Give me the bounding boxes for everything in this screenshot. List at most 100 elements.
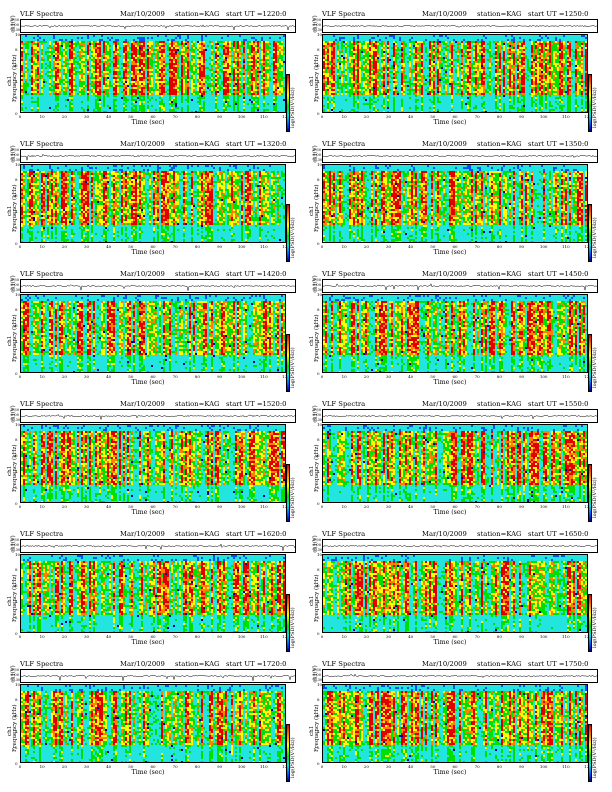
spectrogram-cell <box>65 71 67 73</box>
spectrogram-cell <box>371 59 373 61</box>
spectrogram-cell <box>93 111 95 112</box>
spectrogram-cell <box>181 75 183 77</box>
spectrogram-cell <box>265 43 267 45</box>
spectrogram-cell <box>173 63 175 65</box>
spectrogram-cell <box>69 55 71 57</box>
spectrogram-cell <box>449 53 451 55</box>
spectrogram-cell <box>37 65 39 67</box>
spectrogram-cell <box>365 67 367 69</box>
spectrogram-cell <box>381 49 383 51</box>
spectrogram-cell <box>191 77 193 79</box>
spectrogram-cell <box>59 75 61 77</box>
spectrogram-cell <box>553 57 555 59</box>
spectrogram-svg <box>323 35 587 112</box>
spectrogram-cell <box>37 39 39 41</box>
spectrogram-cell <box>385 67 387 69</box>
spectrogram-cell <box>163 45 165 47</box>
spectrogram-cell <box>79 77 81 79</box>
spectrogram-cell <box>233 69 235 71</box>
spectrogram-cell <box>261 43 263 45</box>
spectrogram-cell <box>175 81 177 83</box>
spectrogram-cell <box>127 93 129 95</box>
spectrogram-cell <box>275 67 277 69</box>
spectrogram-cell <box>261 73 263 75</box>
spectrogram-cell <box>215 55 217 57</box>
spectrogram-cell <box>181 95 183 97</box>
spectrogram-cell <box>265 79 267 81</box>
spectrogram-cell <box>351 41 353 43</box>
spectrogram-cell <box>281 43 283 45</box>
spectrogram-cell <box>577 51 579 53</box>
spectrogram-cell <box>229 65 231 67</box>
spectrogram-cell <box>579 57 581 59</box>
spectrogram-cell <box>545 41 547 43</box>
spectrogram-cell <box>575 63 577 65</box>
spectrogram-cell <box>93 51 95 53</box>
spectrogram-cell <box>469 55 471 57</box>
spectrogram-cell <box>193 61 195 63</box>
spectrogram-cell <box>479 69 481 71</box>
spectrogram-cell <box>339 63 341 65</box>
spectrogram-cell <box>63 43 65 45</box>
spectrogram-cell <box>541 47 543 49</box>
spectrogram-cell <box>125 89 127 91</box>
spectrogram-cell <box>191 53 193 55</box>
spectrogram-cell <box>143 77 145 79</box>
spectrogram-cell <box>133 65 135 67</box>
spectrogram-cell <box>223 41 225 43</box>
spectrogram-cell <box>187 83 189 85</box>
spectrogram-cell <box>557 65 559 67</box>
spectrogram-cell <box>149 49 151 51</box>
spectrogram-cell <box>237 59 239 61</box>
spectrogram-cell <box>567 65 569 67</box>
spectrogram-cell <box>107 71 109 73</box>
spectrogram-cell <box>469 47 471 49</box>
spectrogram-cell <box>97 63 99 65</box>
spectrogram-cell <box>563 63 565 65</box>
spectrogram-cell <box>163 83 165 85</box>
spectrogram-cell <box>257 87 259 89</box>
spectrogram-cell <box>193 59 195 61</box>
spectrogram-cell <box>325 51 327 53</box>
spectrogram-cell <box>439 59 441 61</box>
spectrogram-cell <box>533 55 535 57</box>
spectrogram-cell <box>231 43 233 45</box>
spectrogram-cell <box>557 61 559 63</box>
spectrogram-cell <box>371 67 373 69</box>
spectrogram-cell <box>203 65 205 67</box>
spectrogram-cell <box>467 51 469 53</box>
spectrogram-cell <box>37 57 39 59</box>
spectrogram-cell <box>131 47 133 49</box>
spectrogram-cell <box>183 61 185 63</box>
spectrogram-cell <box>55 47 57 49</box>
spectrogram-cell <box>545 71 547 73</box>
spectrogram-cell <box>399 37 401 39</box>
spectrogram-cell <box>95 85 97 87</box>
spectrogram-cell <box>263 73 265 75</box>
spectrogram-cell <box>143 97 145 99</box>
spectrogram-cell <box>251 73 253 75</box>
spectrogram-cell <box>117 93 119 95</box>
spectrogram-cell <box>415 69 417 71</box>
spectrogram-cell <box>169 55 171 57</box>
spectrogram-cell <box>517 43 519 45</box>
spectrogram-cell <box>267 59 269 61</box>
spectrogram-cell <box>217 69 219 71</box>
spectrogram-cell <box>543 53 545 55</box>
spectrogram-cell <box>21 97 23 99</box>
spectrogram-cell <box>371 57 373 59</box>
spectrogram-cell <box>131 75 133 77</box>
spectrogram-cell <box>55 73 57 75</box>
spectrogram-cell <box>345 63 347 65</box>
spectrogram-cell <box>117 43 119 45</box>
spectrogram-cell <box>183 75 185 77</box>
spectrogram-cell <box>125 71 127 73</box>
spectrogram-cell <box>197 75 199 77</box>
spectrogram-cell <box>81 79 83 81</box>
spectrogram-cell <box>185 55 187 57</box>
spectrogram-cell <box>575 61 577 63</box>
spectrogram-cell <box>511 39 513 41</box>
spectrogram-cell <box>509 53 511 55</box>
spectrogram-cell <box>499 55 501 57</box>
spectrogram-cell <box>579 59 581 61</box>
